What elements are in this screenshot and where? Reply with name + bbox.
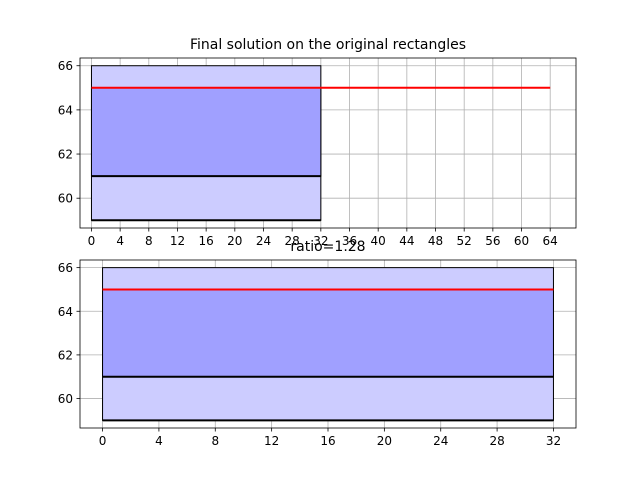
chart-2-y-tick-label: 64	[58, 305, 73, 319]
chart-1-axes-frame	[79, 57, 577, 229]
chart-1-y-tick-label: 60	[58, 192, 73, 206]
chart-2-x-tick-label: 12	[264, 434, 279, 448]
chart-1-x-tick-label: 8	[145, 234, 153, 248]
chart-1-y-tick-label: 62	[58, 148, 73, 162]
chart-2-x-tick-label: 28	[489, 434, 504, 448]
chart-1-x-tick-label: 48	[428, 234, 443, 248]
chart-2-x-tick-label: 16	[320, 434, 335, 448]
chart-2-y-tick-label: 60	[58, 392, 73, 406]
chart-2-rectangle-2	[102, 288, 554, 378]
chart-1-rectangle-2	[90, 87, 322, 177]
chart-1-y-tick-label: 64	[58, 103, 73, 117]
chart-1-x-tick-label: 32	[313, 234, 328, 248]
chart-1-y-tick-label: 66	[58, 59, 73, 73]
chart-2-x-tick-label: 24	[433, 434, 448, 448]
chart-1-x-tick-label: 64	[543, 234, 558, 248]
chart-1-x-tick-label: 0	[88, 234, 96, 248]
chart-2-x-tick-label: 8	[211, 434, 219, 448]
chart-2-x-tick-label: 20	[377, 434, 392, 448]
chart-1-x-tick-label: 52	[457, 234, 472, 248]
chart-1-x-tick-label: 36	[342, 234, 357, 248]
chart-1-x-tick-label: 20	[227, 234, 242, 248]
chart-2-title: ratio=1.28	[290, 239, 365, 255]
chart-1-x-tick-label: 56	[485, 234, 500, 248]
chart-2-y-tick-label: 62	[58, 348, 73, 362]
chart-1-title: Final solution on the original rectangle…	[190, 37, 466, 53]
chart-1-x-tick-label: 4	[116, 234, 124, 248]
chart-1-x-tick-label: 44	[399, 234, 414, 248]
chart-1-x-tick-label: 40	[371, 234, 386, 248]
chart-2: 0 4 8 12 16 20 24 28 32 60 62 64 66	[58, 259, 577, 448]
chart-2-x-tick-label: 0	[99, 434, 107, 448]
chart-2-y-tick-label: 66	[58, 261, 73, 275]
chart-2-x-tick-label: 4	[155, 434, 163, 448]
chart-1-x-tick-label: 28	[285, 234, 300, 248]
chart-2-x-tick-label: 32	[546, 434, 561, 448]
chart-1-x-tick-label: 12	[170, 234, 185, 248]
chart-1-x-tick-label: 16	[199, 234, 214, 248]
chart-1-x-tick-label: 24	[256, 234, 271, 248]
chart-1-x-tick-label: 60	[514, 234, 529, 248]
